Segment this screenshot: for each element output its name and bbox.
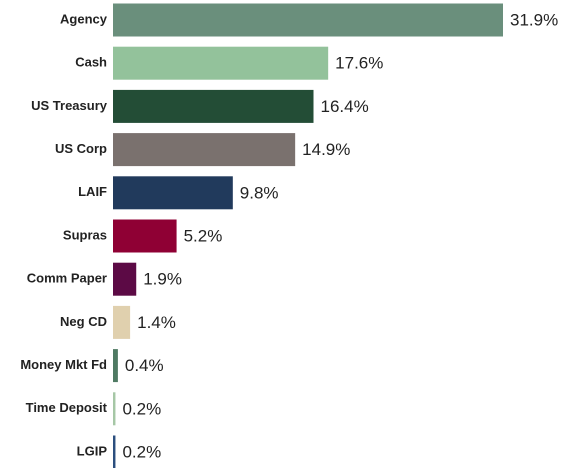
value-label: 0.4% xyxy=(125,356,164,375)
category-label: Money Mkt Fd xyxy=(20,357,107,372)
value-label: 17.6% xyxy=(335,54,383,73)
bar xyxy=(113,46,329,80)
category-label: LAIF xyxy=(78,184,107,199)
value-label: 9.8% xyxy=(240,183,279,202)
value-label: 16.4% xyxy=(321,97,369,116)
category-label: US Treasury xyxy=(31,98,108,113)
category-label: Agency xyxy=(60,11,108,26)
bar xyxy=(113,133,296,167)
category-label: Time Deposit xyxy=(26,400,108,415)
bar xyxy=(113,219,177,253)
bar xyxy=(113,3,503,37)
category-label: US Corp xyxy=(55,141,107,156)
value-label: 0.2% xyxy=(122,399,161,418)
value-label: 31.9% xyxy=(510,10,558,29)
value-label: 1.4% xyxy=(137,313,176,332)
bar xyxy=(113,89,314,123)
category-label: Comm Paper xyxy=(27,271,107,286)
category-label: Neg CD xyxy=(60,314,107,329)
bar xyxy=(113,349,118,383)
bar xyxy=(113,176,233,210)
value-label: 1.9% xyxy=(143,270,182,289)
category-label: Cash xyxy=(75,55,107,70)
category-label: LGIP xyxy=(77,443,108,458)
bar xyxy=(113,435,116,468)
bar xyxy=(113,305,131,339)
bar xyxy=(113,392,116,426)
value-label: 0.2% xyxy=(122,442,161,461)
value-label: 14.9% xyxy=(302,140,350,159)
category-label: Supras xyxy=(63,227,107,242)
value-label: 5.2% xyxy=(184,226,223,245)
bar xyxy=(113,262,137,296)
